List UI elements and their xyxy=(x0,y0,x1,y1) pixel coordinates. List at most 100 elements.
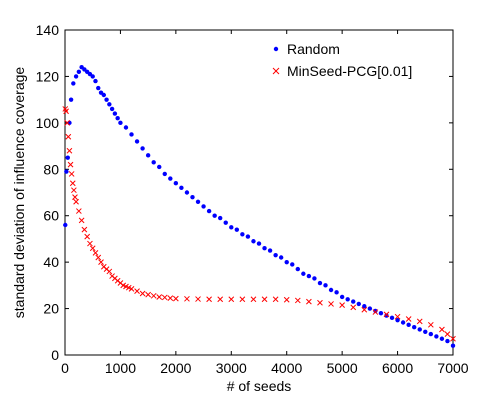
data-point-minseed xyxy=(81,226,88,233)
data-point-random xyxy=(262,246,267,251)
data-point-minseed xyxy=(65,133,72,140)
data-point-minseed xyxy=(339,302,345,308)
data-point-random xyxy=(115,116,120,121)
data-point-minseed xyxy=(87,240,93,247)
data-point-minseed xyxy=(84,233,91,240)
y-tick-label: 120 xyxy=(36,68,60,84)
data-point-random xyxy=(134,139,140,144)
data-point-random xyxy=(76,69,82,74)
legend-marker-minseed xyxy=(272,67,280,75)
data-point-minseed xyxy=(195,296,201,302)
data-point-minseed xyxy=(161,294,168,301)
data-point-random xyxy=(412,324,417,330)
data-point-minseed xyxy=(350,304,357,311)
data-point-minseed xyxy=(206,296,212,303)
data-point-random xyxy=(173,181,179,186)
data-point-random xyxy=(367,306,373,311)
data-point-random xyxy=(90,74,95,79)
data-point-random xyxy=(312,276,317,281)
data-point-minseed xyxy=(283,296,290,303)
data-point-minseed xyxy=(317,299,323,306)
data-point-minseed xyxy=(328,301,334,307)
data-point-minseed xyxy=(64,120,71,126)
data-point-minseed xyxy=(128,285,135,292)
data-point-random xyxy=(101,92,107,98)
data-point-minseed xyxy=(89,245,96,252)
data-point-minseed xyxy=(69,180,76,187)
data-point-random xyxy=(439,336,445,341)
data-point-random xyxy=(229,225,234,230)
data-point-random xyxy=(118,120,123,126)
data-point-random xyxy=(245,234,251,239)
data-point-random xyxy=(223,220,228,225)
data-point-minseed xyxy=(383,311,390,318)
data-point-random xyxy=(400,320,406,325)
data-point-random xyxy=(240,232,245,237)
data-point-random xyxy=(162,171,167,177)
data-point-random xyxy=(334,290,339,295)
data-point-minseed xyxy=(427,321,434,328)
data-point-random xyxy=(328,287,334,293)
data-point-random xyxy=(109,106,115,112)
plot-area xyxy=(64,29,454,356)
data-point-random xyxy=(423,329,428,334)
data-point-minseed xyxy=(67,161,74,168)
data-point-random xyxy=(234,227,240,232)
data-point-random xyxy=(284,259,289,265)
data-point-random xyxy=(345,297,350,302)
data-point-minseed xyxy=(239,296,246,303)
series-layer xyxy=(62,64,456,348)
data-point-random xyxy=(190,194,195,200)
data-point-random xyxy=(378,311,384,316)
data-point-minseed xyxy=(294,297,301,304)
data-point-random xyxy=(65,155,70,160)
x-tick-label: 1000 xyxy=(105,360,136,376)
data-point-minseed xyxy=(361,306,368,313)
x-tick-label: 7000 xyxy=(437,360,468,376)
x-axis-label: # of seeds xyxy=(227,378,292,394)
data-point-random xyxy=(362,304,367,309)
data-point-minseed xyxy=(72,194,78,200)
data-point-minseed xyxy=(156,294,163,300)
data-point-random xyxy=(384,313,389,318)
data-point-minseed xyxy=(66,147,73,154)
y-tick-label: 100 xyxy=(36,115,60,131)
legend-label-random: Random xyxy=(287,41,340,57)
data-point-random xyxy=(212,213,217,218)
x-tick-label: 2000 xyxy=(160,360,191,376)
y-tick-label: 140 xyxy=(36,22,60,38)
data-point-random xyxy=(428,331,434,337)
data-point-random xyxy=(73,74,79,79)
data-point-random xyxy=(450,343,456,348)
data-point-random xyxy=(373,308,378,314)
data-point-random xyxy=(251,239,256,244)
data-point-minseed xyxy=(450,335,456,342)
data-point-random xyxy=(104,97,109,102)
data-point-random xyxy=(290,262,295,267)
data-point-random xyxy=(201,204,206,209)
data-point-random xyxy=(256,241,262,246)
data-point-minseed xyxy=(92,250,99,256)
data-point-random xyxy=(273,252,278,258)
y-tick-label: 40 xyxy=(43,254,59,270)
data-point-minseed xyxy=(372,309,379,315)
data-point-random xyxy=(123,125,129,130)
data-point-random xyxy=(389,315,395,321)
data-point-minseed xyxy=(272,296,279,303)
data-point-random xyxy=(356,301,361,307)
data-point-minseed xyxy=(405,316,412,322)
x-tick-label: 3000 xyxy=(216,360,247,376)
x-tick-label: 4000 xyxy=(271,360,302,376)
data-point-random xyxy=(151,160,156,165)
data-point-random xyxy=(206,208,212,214)
data-point-minseed xyxy=(78,217,85,224)
y-tick-label: 0 xyxy=(51,347,59,363)
data-point-random xyxy=(68,97,74,102)
data-point-random xyxy=(71,81,76,86)
data-point-random xyxy=(339,294,345,300)
data-point-random xyxy=(406,322,411,328)
data-point-minseed xyxy=(76,208,82,214)
data-point-random xyxy=(395,317,400,323)
x-tick-label: 0 xyxy=(61,360,69,376)
